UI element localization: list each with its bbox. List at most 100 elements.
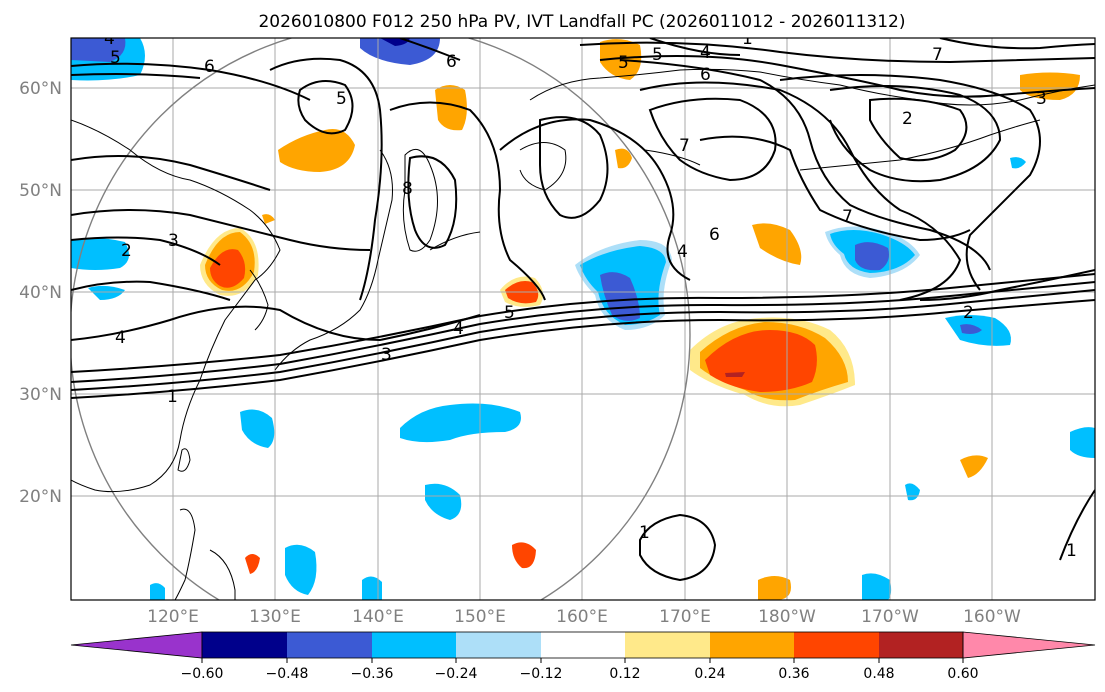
pv-negative-region	[855, 242, 889, 271]
colorbar-tick-label: −0.48	[266, 666, 309, 682]
contour-label: 4	[677, 242, 688, 262]
landfall-region-circle	[71, 38, 691, 600]
pv-negative-region	[285, 544, 317, 595]
contour-label: 3	[381, 345, 392, 365]
lat-label: 50°N	[19, 181, 62, 201]
contour-label: 2	[121, 241, 132, 261]
colorbar-max-arrow	[962, 631, 1096, 659]
pv-negative-region	[88, 285, 125, 300]
contour-label: 6	[700, 65, 711, 85]
lon-label: 160°E	[556, 607, 608, 627]
contour-label: 4	[104, 29, 115, 49]
colorbar-tick-label: −0.36	[351, 666, 394, 682]
contour-label: 4	[115, 328, 126, 348]
pv-positive-region	[210, 249, 246, 288]
coastlines	[71, 68, 1095, 600]
contour-label: 1	[167, 387, 178, 407]
colorbar-tick-label: 0.24	[694, 666, 725, 682]
map-frame	[70, 37, 1096, 601]
contour-label: 2	[963, 303, 974, 323]
colorbar-tick-label: 0.12	[609, 666, 640, 682]
pv-negative-region	[240, 409, 275, 448]
colorbar-segment	[710, 632, 794, 658]
pv-negative-region	[362, 576, 382, 600]
latitude-labels: 60°N 50°N 40°N 30°N 20°N	[19, 79, 62, 507]
colorbar-tick-label: 0.36	[778, 666, 809, 682]
lon-label: 180°W	[758, 607, 816, 627]
pv-positive-region	[758, 576, 791, 600]
contour-label: 7	[842, 207, 853, 227]
pv-contours	[71, 38, 1095, 582]
pv-negative-region	[71, 237, 129, 270]
pv-positive-region	[512, 542, 536, 569]
contour-label: 5	[504, 303, 515, 323]
contour-label: 7	[679, 136, 690, 156]
lon-label: 130°E	[249, 607, 301, 627]
colorbar-min-arrow	[70, 631, 203, 659]
pv-shading	[71, 38, 1095, 600]
pv-negative-region	[425, 483, 462, 520]
colorbar-segment	[287, 632, 372, 658]
pv-positive-region	[278, 129, 355, 172]
lon-label: 160°W	[963, 607, 1021, 627]
pv-negative-region	[1070, 427, 1095, 458]
pv-negative-region	[862, 573, 892, 600]
colorbar-segment	[794, 632, 879, 658]
pv-positive-region	[725, 372, 745, 377]
pv-positive-region	[752, 223, 802, 265]
colorbar-ticks	[201, 658, 964, 663]
colorbar: −0.60 −0.48 −0.36 −0.24 −0.12 0.12 0.24 …	[70, 631, 1096, 682]
pv-positive-region	[245, 554, 260, 574]
contour-label: 3	[1036, 89, 1047, 109]
pv-negative-region	[71, 38, 126, 62]
colorbar-tick-label: −0.60	[181, 666, 224, 682]
contour-label: 5	[336, 89, 347, 109]
pv-negative-region	[380, 38, 410, 46]
contour-label: 8	[402, 179, 413, 199]
map-panel: 4 5 6 5 4 5 6 7 3 2 6 7 2 3 4 5 1 5 3 4	[70, 29, 1096, 601]
pv-negative-region	[960, 324, 982, 334]
lon-label: 140°E	[352, 607, 404, 627]
contour-label: 7	[932, 45, 943, 65]
pv-negative-region	[400, 403, 521, 443]
colorbar-tick-label: 0.48	[863, 666, 894, 682]
contour-label: 1	[742, 29, 753, 49]
pv-negative-region	[1010, 157, 1026, 169]
contour-label: 5	[618, 53, 629, 73]
pv-positive-region	[435, 85, 467, 131]
colorbar-tick-label: −0.12	[520, 666, 563, 682]
lat-label: 30°N	[19, 385, 62, 405]
figure-title: 2026010800 F012 250 hPa PV, IVT Landfall…	[258, 12, 905, 32]
colorbar-tick-label: 0.60	[947, 666, 978, 682]
lon-label: 170°E	[659, 607, 711, 627]
pv-positive-region	[960, 455, 988, 478]
pv-positive-region	[615, 148, 632, 169]
lat-label: 20°N	[19, 487, 62, 507]
lat-label: 60°N	[19, 79, 62, 99]
contour-label: 6	[446, 52, 457, 72]
colorbar-segment	[456, 632, 541, 658]
lon-label: 150°E	[454, 607, 506, 627]
contour-label: 5	[110, 48, 121, 68]
contour-label: 5	[652, 45, 663, 65]
contour-label: 1	[1066, 541, 1077, 561]
contour-label: 6	[709, 225, 720, 245]
contour-label: 1	[639, 523, 650, 543]
colorbar-segment	[879, 632, 963, 658]
pv-negative-region	[150, 583, 165, 600]
contour-label: 4	[700, 43, 711, 63]
contour-labels: 4 5 6 5 4 5 6 7 3 2 6 7 2 3 4 5 1 5 3 4	[104, 29, 1077, 561]
contour-label: 3	[168, 231, 179, 251]
lon-label: 170°W	[861, 607, 919, 627]
lon-label: 120°E	[147, 607, 199, 627]
colorbar-tick-label: −0.24	[435, 666, 478, 682]
contour-label: 2	[902, 109, 913, 129]
colorbar-segment	[202, 632, 287, 658]
lat-label: 40°N	[19, 283, 62, 303]
contour-label: 6	[204, 57, 215, 77]
contour-label: 4	[453, 319, 464, 339]
colorbar-segment	[372, 632, 456, 658]
pv-positive-region	[262, 214, 275, 224]
longitude-labels: 120°E 130°E 140°E 150°E 160°E 170°E 180°…	[147, 607, 1021, 627]
